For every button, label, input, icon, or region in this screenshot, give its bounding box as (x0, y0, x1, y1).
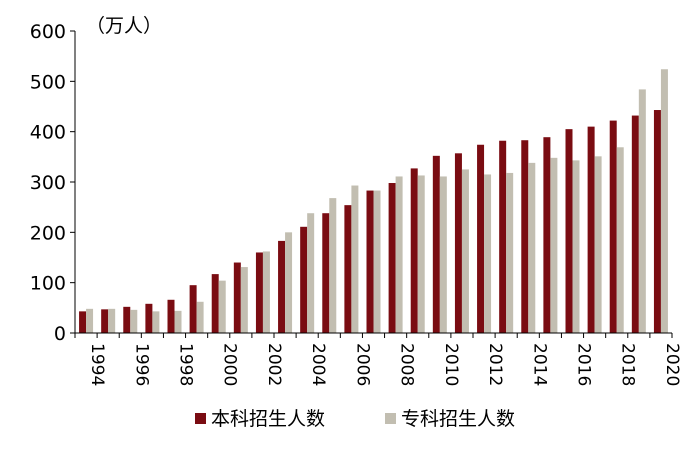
bar-undergrad-1995 (101, 309, 109, 333)
bar-undergrad-2007 (366, 190, 374, 333)
y-tick-label: 100 (30, 273, 66, 295)
bar-junior-college-2009 (417, 175, 425, 333)
bar-junior-college-1999 (196, 301, 204, 333)
bar-junior-college-1994 (86, 308, 94, 333)
bar-undergrad-2017 (587, 126, 595, 333)
x-axis: 1994 1996 1998 2000 2002 2004 2006 2008 2010 2012… (74, 332, 682, 386)
bar-junior-college-2000 (218, 280, 226, 333)
x-tick-label: 2012 (485, 343, 505, 386)
x-tick-label: 1996 (131, 343, 151, 386)
y-tick-label: 200 (30, 222, 66, 244)
bar-junior-college-2004 (307, 213, 315, 333)
y-unit-label: （万人） (86, 15, 162, 37)
bar-junior-college-1995 (108, 308, 116, 333)
bar-undergrad-2015 (543, 137, 551, 333)
y-tick-label: 600 (30, 21, 66, 43)
bar-junior-college-2014 (528, 162, 536, 333)
bar-undergrad-2005 (322, 213, 330, 333)
bar-junior-college-2019 (638, 89, 646, 333)
y-axis: 0 100 200 300 400 500 600 (30, 21, 76, 345)
bar-undergrad-2013 (499, 140, 507, 333)
bar-undergrad-1994 (79, 311, 87, 333)
bar-junior-college-2007 (373, 190, 381, 333)
bar-undergrad-2011 (454, 153, 462, 333)
bar-undergrad-1996 (123, 306, 131, 333)
x-tick-label: 2014 (529, 343, 549, 386)
bar-undergrad-2001 (233, 262, 241, 333)
bar-undergrad-2020 (653, 110, 661, 334)
legend: 本科招生人数 专科招生人数 (195, 408, 515, 430)
bar-junior-college-1997 (152, 311, 160, 333)
x-tick-label: 2008 (397, 343, 417, 386)
bar-junior-college-2017 (594, 156, 602, 333)
x-tick-label: 2010 (441, 343, 461, 386)
bar-junior-college-2010 (439, 176, 447, 333)
bar-undergrad-2006 (344, 205, 352, 333)
bar-junior-college-2005 (329, 198, 337, 333)
bar-undergrad-2018 (609, 120, 617, 333)
y-tick-label: 400 (30, 122, 66, 144)
bar-junior-college-2015 (550, 157, 558, 333)
bar-undergrad-2004 (300, 226, 308, 333)
bar-undergrad-2010 (432, 155, 440, 333)
x-tick-label: 1994 (87, 343, 107, 386)
bar-junior-college-2016 (572, 160, 580, 333)
bar-junior-college-2001 (240, 267, 248, 333)
bar-undergrad-1998 (167, 299, 175, 333)
y-tick-label: 0 (54, 323, 66, 345)
bar-undergrad-2012 (477, 144, 485, 333)
x-tick-label: 1998 (176, 343, 196, 386)
x-tick-label: 2018 (618, 343, 638, 386)
x-tick-label: 2002 (264, 343, 284, 386)
x-tick-label: 2006 (352, 343, 372, 386)
bar-junior-college-2003 (285, 232, 293, 333)
bars (79, 69, 668, 334)
bar-undergrad-2019 (631, 115, 639, 333)
bar-junior-college-2013 (506, 172, 514, 333)
legend-label: 本科招生人数 (211, 408, 325, 430)
bar-junior-college-2018 (616, 147, 624, 333)
y-tick-label: 300 (30, 172, 66, 194)
bar-junior-college-2002 (262, 251, 270, 333)
legend-label: 专科招生人数 (401, 408, 515, 430)
x-tick-label: 2016 (574, 343, 594, 386)
bar-undergrad-2000 (211, 274, 219, 333)
bar-junior-college-1996 (130, 309, 138, 333)
bar-undergrad-2016 (565, 129, 573, 333)
bar-undergrad-2003 (278, 240, 286, 333)
bar-junior-college-2012 (484, 174, 492, 333)
x-tick-label: 2000 (220, 343, 240, 386)
bar-undergrad-2014 (521, 140, 529, 333)
bar-junior-college-2008 (395, 176, 403, 333)
x-tick-label: 2020 (662, 343, 682, 386)
bar-junior-college-2011 (461, 169, 469, 333)
y-tick-label: 500 (30, 71, 66, 93)
bar-undergrad-2008 (388, 183, 396, 333)
bar-junior-college-1998 (174, 310, 182, 333)
bar-undergrad-2002 (255, 252, 263, 333)
bar-undergrad-1999 (189, 285, 197, 333)
bar-junior-college-2020 (660, 69, 668, 333)
x-tick-label: 2004 (308, 343, 328, 386)
bar-junior-college-2006 (351, 185, 359, 333)
bar-undergrad-2009 (410, 168, 418, 333)
bar-undergrad-1997 (145, 303, 153, 333)
legend-swatch (195, 413, 206, 424)
legend-swatch (385, 413, 396, 424)
